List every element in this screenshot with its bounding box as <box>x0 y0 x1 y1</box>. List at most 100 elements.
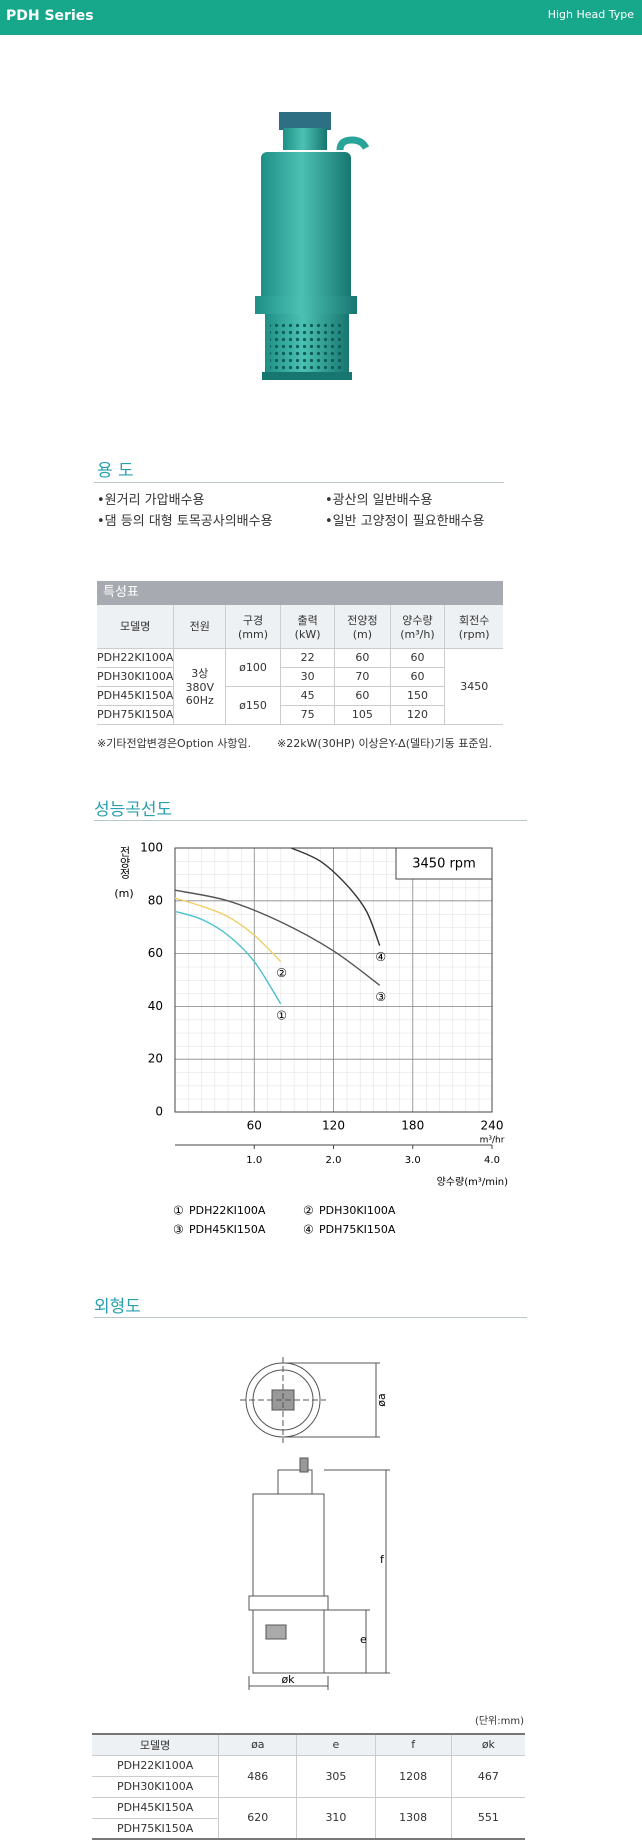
type-name: High Head Type <box>547 8 634 21</box>
x-tick-label: 60 <box>247 1119 262 1133</box>
cell: ø150 <box>225 686 281 725</box>
rule <box>94 1317 527 1318</box>
dim-label: e <box>360 1633 367 1646</box>
dim-label: øk <box>281 1673 295 1686</box>
y-tick-label: 60 <box>148 946 163 960</box>
header-cell: øk <box>450 1734 525 1756</box>
x2-tick-label: 3.0 <box>405 1155 421 1166</box>
unit-note: (단위:mm) <box>474 1716 524 1727</box>
cell: 305 <box>296 1755 376 1798</box>
legend-marker: ③ <box>173 1223 184 1237</box>
cell: 60 <box>389 648 445 668</box>
cell: 3상 380V 60Hz <box>173 648 226 725</box>
rule <box>94 820 527 821</box>
annotation-box <box>395 847 493 880</box>
curve-label: ③ <box>375 990 386 1004</box>
annotation: 3450 rpm <box>412 857 475 872</box>
x2-tick-label: 1.0 <box>246 1155 262 1166</box>
header-cell: f <box>374 1734 452 1756</box>
section-title: 용 도 <box>97 461 134 481</box>
header-cell: 모델명 <box>92 1734 219 1756</box>
cell: 60 <box>334 648 390 668</box>
cell: 310 <box>296 1797 376 1840</box>
x-tick-label: 180 <box>401 1119 424 1133</box>
cell: PDH45KI150A <box>97 686 174 706</box>
cell: 150 <box>389 686 445 706</box>
cell: 486 <box>218 1755 297 1798</box>
cell: 60 <box>389 667 445 687</box>
header-cell: 모델명 <box>97 605 174 649</box>
rule <box>94 482 504 483</box>
x-axis-label: m³/hr <box>480 1136 505 1146</box>
x2-axis-label: 양수량(m³/min) <box>437 1176 508 1188</box>
y-tick-label: 40 <box>148 999 163 1013</box>
curve <box>174 910 282 1005</box>
cell: PDH75KI150A <box>97 705 174 725</box>
cell: PDH30KI100A <box>92 1776 219 1798</box>
curve <box>174 889 381 986</box>
use-item: •댐 등의 대형 토목공사의배수용 <box>97 514 273 529</box>
dim-label: øa <box>375 1393 388 1406</box>
legend-marker: ① <box>173 1204 184 1218</box>
pump-image <box>255 112 370 380</box>
spec-table: 모델명 전원 구경 (mm) 출력 (kW) 전양정 (m) 양수량 (m³/h… <box>97 605 503 725</box>
legend-label: PDH22KI100A <box>189 1204 266 1217</box>
y-axis-unit: (m) <box>114 887 133 900</box>
section-title: 외형도 <box>94 1297 141 1317</box>
cell: 1208 <box>374 1755 452 1798</box>
cell: 3450 <box>444 648 503 725</box>
cell: PDH45KI150A <box>92 1797 219 1819</box>
x-tick-label: 240 <box>481 1119 504 1133</box>
header-cell: 전원 <box>173 605 226 649</box>
cell: 45 <box>279 686 335 706</box>
dim-table: 모델명 øa e f øk PDH22KI100A 486 305 1208 4… <box>92 1733 525 1840</box>
cell: 467 <box>450 1755 525 1798</box>
legend-marker: ② <box>303 1204 314 1218</box>
cell: 120 <box>389 705 445 725</box>
header-cell: øa <box>218 1734 297 1756</box>
x2-tick-label: 2.0 <box>326 1155 342 1166</box>
outline-drawing <box>240 1357 390 1690</box>
cell: 551 <box>450 1797 525 1840</box>
header-cell: 전양정 (m) <box>334 605 390 649</box>
use-item: •원거리 가압배수용 <box>97 493 205 508</box>
cell: ø100 <box>225 648 281 687</box>
cell: 620 <box>218 1797 297 1840</box>
cell: PDH30KI100A <box>97 667 174 687</box>
cell: 22 <box>279 648 335 668</box>
cell: 1308 <box>374 1797 452 1840</box>
x-tick-label: 120 <box>322 1119 345 1133</box>
note: ※22kW(30HP) 이상은Y-Δ(델타)기동 표준임. <box>277 737 493 750</box>
cell: 60 <box>334 686 390 706</box>
legend-label: PDH30KI100A <box>319 1204 396 1217</box>
header-cell: 양수량 (m³/h) <box>389 605 445 649</box>
chart: 0 20 40 60 80 100 60 120 180 240 m³/hr 1.0 2.0 3.0 4.0… <box>114 841 508 1237</box>
plot-frame <box>174 847 493 1113</box>
legend-marker: ④ <box>303 1223 314 1237</box>
curve <box>174 897 282 963</box>
y-axis-label: 전양정 <box>118 846 131 879</box>
y-tick-label: 20 <box>148 1052 163 1066</box>
y-tick-label: 80 <box>148 893 163 907</box>
use-item: •일반 고양정이 필요한배수용 <box>325 514 485 529</box>
table-title: 특성표 <box>97 581 503 605</box>
use-item: •광산의 일반배수용 <box>325 493 433 508</box>
curve <box>290 847 381 946</box>
header-cell: 구경 (mm) <box>225 605 281 649</box>
header-cell: e <box>296 1734 376 1756</box>
series-name: PDH Series <box>6 8 94 24</box>
x2-tick-label: 4.0 <box>484 1155 500 1166</box>
cell: PDH75KI150A <box>92 1818 219 1840</box>
legend-label: PDH75KI150A <box>319 1223 396 1236</box>
cell: 105 <box>334 705 390 725</box>
cell: 75 <box>279 705 335 725</box>
header-bar <box>0 0 642 35</box>
section-title: 성능곡선도 <box>94 800 173 820</box>
header-cell: 출력 (kW) <box>279 605 335 649</box>
header-cell: 회전수 (rpm) <box>444 605 503 649</box>
legend-label: PDH45KI150A <box>189 1223 266 1236</box>
cell: PDH22KI100A <box>97 648 174 668</box>
y-tick-label: 100 <box>140 841 163 855</box>
